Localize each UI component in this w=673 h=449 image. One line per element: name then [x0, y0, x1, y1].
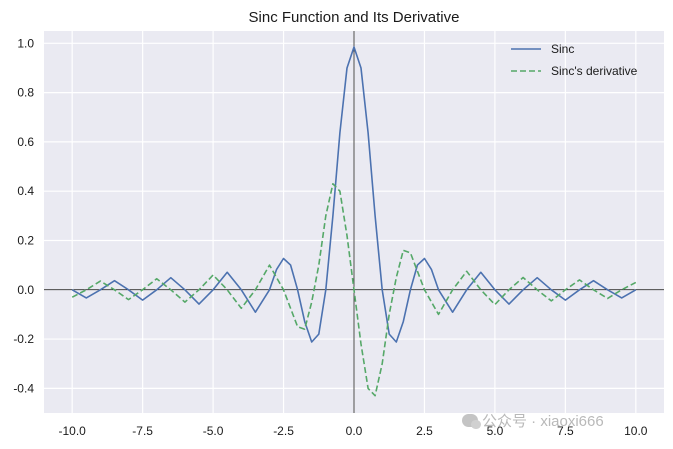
- y-tick-label: 0.8: [17, 86, 34, 100]
- y-tick-label: 0.2: [17, 233, 34, 247]
- legend-label-0: Sinc: [551, 42, 574, 56]
- x-tick-label: -7.5: [132, 424, 153, 438]
- y-tick-label: 0.4: [17, 184, 34, 198]
- y-tick-label: 0.0: [17, 283, 34, 297]
- y-axis-ticks: -0.4 -0.2 0.0 0.2 0.4 0.6 0.8 1.0: [13, 36, 34, 395]
- y-tick-label: 0.6: [17, 135, 34, 149]
- x-tick-label: -10.0: [59, 424, 87, 438]
- x-tick-label: 2.5: [416, 424, 433, 438]
- chart-title: Sinc Function and Its Derivative: [249, 9, 460, 26]
- y-tick-label: -0.2: [13, 332, 34, 346]
- watermark-text: 公众号 · xiaoxi666: [482, 413, 604, 430]
- x-tick-label: 0.0: [346, 424, 363, 438]
- x-tick-label: -2.5: [273, 424, 294, 438]
- y-tick-label: -0.4: [13, 381, 34, 395]
- series-layer: [71, 46, 637, 397]
- x-axis-ticks: -10.0 -7.5 -5.0 -2.5 0.0 2.5 5.0 7.5 10.0: [59, 424, 648, 438]
- x-tick-label: 10.0: [624, 424, 648, 438]
- series-line-1: [71, 183, 637, 397]
- legend-label-1: Sinc's derivative: [551, 64, 638, 78]
- watermark: 公众号 · xiaoxi666: [462, 410, 604, 431]
- x-tick-label: 7.5: [557, 424, 574, 438]
- x-tick-label: -5.0: [203, 424, 224, 438]
- legend: Sinc Sinc's derivative: [511, 42, 638, 78]
- x-tick-label: 5.0: [487, 424, 504, 438]
- series-line-0: [71, 46, 637, 343]
- y-tick-label: 1.0: [17, 36, 34, 50]
- wechat-icon: [462, 414, 481, 429]
